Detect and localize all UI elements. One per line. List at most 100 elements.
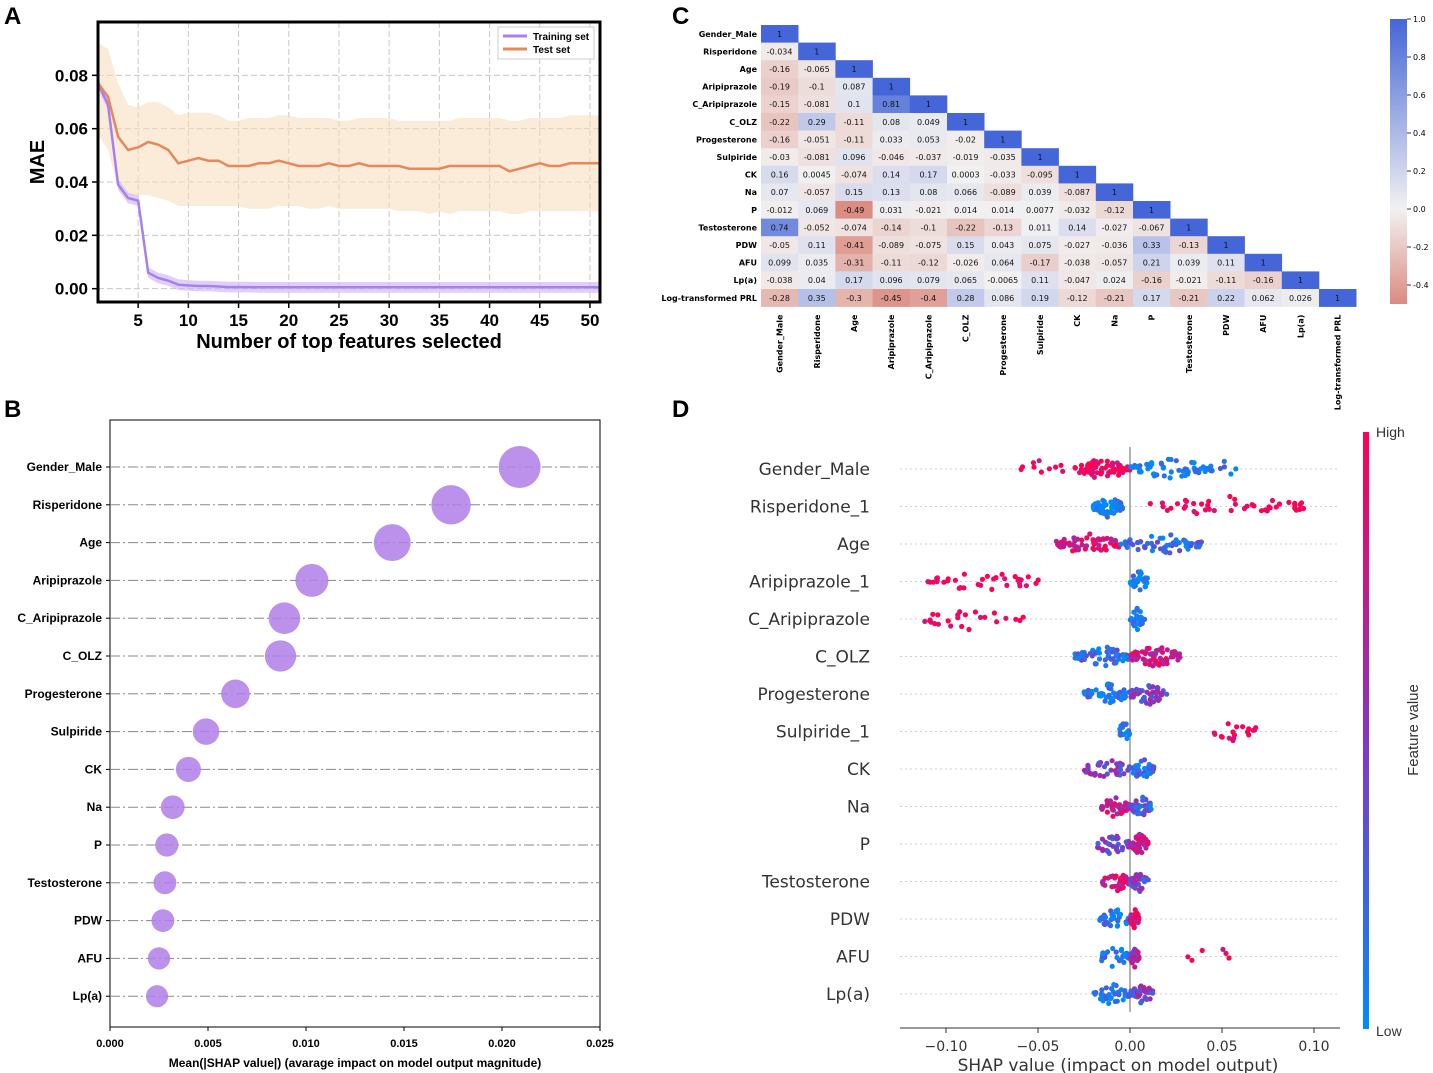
c-cell-value: -0.11: [844, 135, 865, 144]
d-shap-point: [927, 617, 933, 623]
d-shap-point: [1130, 879, 1136, 885]
d-shap-point: [1251, 503, 1257, 509]
d-shap-point: [1107, 798, 1113, 804]
c-row-label: Progesterone: [696, 135, 758, 144]
c-heatmap-cell: [984, 236, 1022, 255]
d-x-ticks: −0.10 −0.05 0.00 0.05 0.10: [925, 1028, 1330, 1055]
c-heatmap-cell: [1170, 289, 1208, 307]
b-feature-label: Aripiprazole: [33, 573, 103, 587]
c-cell-value: 0.19: [1031, 294, 1049, 303]
d-shap-point: [1228, 471, 1234, 477]
d-shap-point: [1153, 659, 1159, 665]
c-heatmap-cell: [761, 236, 799, 255]
c-cell-value: -0.057: [1102, 259, 1128, 268]
d-shap-point: [1136, 831, 1143, 838]
d-shap-point: [1020, 614, 1026, 620]
c-column-label: Gender_Male: [776, 314, 785, 373]
c-heatmap-cell: [947, 236, 985, 255]
c-heatmap-cell: [1133, 253, 1171, 272]
d-shap-point: [1104, 771, 1110, 777]
c-cell-value: 0.16: [771, 171, 789, 180]
d-shap-point: [1164, 542, 1170, 549]
d-shap-point: [1149, 548, 1155, 554]
c-cell-value: -0.21: [1178, 294, 1199, 303]
d-shap-point: [1208, 468, 1214, 474]
b-feature-label: Testosterone: [28, 876, 103, 890]
d-shap-point: [1119, 506, 1125, 512]
d-shap-point: [1174, 501, 1181, 507]
c-colorbar-ticks: 1.0 0.8 0.6 0.4 0.2 0.0 -0.2 -0.4: [1407, 15, 1429, 290]
d-shap-point: [1104, 462, 1110, 468]
b-feature-rows: Gender_Male Risperidone Age Aripiprazole C_A…: [17, 446, 600, 1008]
panel-label-c: C: [672, 3, 689, 30]
d-shap-point: [952, 577, 959, 583]
d-shap-point: [1114, 811, 1120, 817]
d-shap-point: [1058, 462, 1064, 468]
d-shap-point: [1072, 465, 1078, 471]
b-importance-bubble: [147, 947, 171, 970]
d-shap-point: [979, 576, 986, 582]
c-cell-value: -0.13: [1178, 241, 1199, 250]
d-shap-point: [1199, 947, 1205, 954]
c-heatmap-cell: [1170, 253, 1208, 272]
d-feature-label: AFU: [836, 948, 870, 968]
c-cell-value: 0.74: [771, 223, 789, 232]
d-shap-point: [1135, 763, 1141, 769]
d-shap-point: [1135, 546, 1141, 553]
d-shap-point: [1018, 466, 1024, 472]
d-shap-point: [1183, 498, 1190, 504]
c-column-label: C_Aripiprazole: [924, 314, 933, 379]
d-shap-point: [1079, 537, 1085, 543]
c-row-label: Testosterone: [699, 223, 758, 232]
d-shap-point: [1264, 508, 1270, 514]
d-shap-point: [1082, 546, 1088, 552]
d-swarm-points: [922, 456, 1307, 1007]
c-heatmap-cell: [835, 253, 873, 272]
d-shap-point: [1093, 661, 1099, 667]
c-cell-value: -0.027: [1064, 241, 1090, 250]
d-shap-point: [1110, 843, 1116, 849]
c-heatmap-cell: [872, 289, 911, 307]
a-test-set-line: [96, 82, 600, 173]
d-shap-point: [1150, 471, 1157, 477]
c-cell-value: -0.16: [769, 135, 790, 144]
c-cell-value: 1: [1298, 276, 1303, 285]
d-shap-point: [1127, 802, 1133, 808]
c-heatmap-cell: [909, 165, 948, 184]
d-shap-point: [1115, 907, 1121, 913]
c-heatmap-cell: [947, 271, 985, 290]
c-heatmap-cell: [872, 253, 911, 272]
c-heatmap-cell: [761, 95, 799, 114]
c-heatmap-cell: [798, 42, 836, 61]
c-heatmap-cell: [1058, 289, 1097, 307]
d-shap-point: [1012, 574, 1018, 580]
c-column-label: Lp(a): [1296, 315, 1305, 339]
d-shap-point: [1091, 990, 1097, 996]
d-shap-point: [1150, 684, 1156, 690]
c-heatmap-cell: [984, 165, 1022, 184]
d-shap-point: [1117, 469, 1123, 475]
a-plot-frame: [96, 20, 602, 304]
c-cell-value: 1: [1335, 294, 1340, 303]
d-shap-point: [1168, 532, 1174, 538]
c-cell-value: 0.039: [1177, 259, 1200, 268]
d-shap-point: [1113, 770, 1120, 777]
c-heatmap-cell: [761, 25, 799, 43]
d-shap-point: [1104, 535, 1110, 542]
c-cell-value: -0.3: [846, 294, 862, 303]
a-series-lines: [96, 82, 600, 289]
d-shap-point: [1156, 647, 1162, 653]
d-shap-point: [1099, 991, 1105, 998]
c-heatmap-cell: [835, 201, 873, 219]
d-shap-point: [1117, 911, 1124, 918]
d-shap-point: [1100, 497, 1106, 503]
c-cell-value: 0.17: [919, 171, 937, 180]
c-heatmap-cell: [761, 148, 799, 167]
b-importance-bubble: [175, 756, 201, 782]
d-shap-point: [1150, 699, 1157, 705]
c-cell-value: 1: [963, 118, 968, 127]
c-heatmap-cell: [835, 60, 873, 79]
d-shap-point: [1123, 954, 1129, 960]
a-x-tick-label: 5: [133, 311, 142, 330]
c-cell-value: 1: [1149, 206, 1154, 215]
